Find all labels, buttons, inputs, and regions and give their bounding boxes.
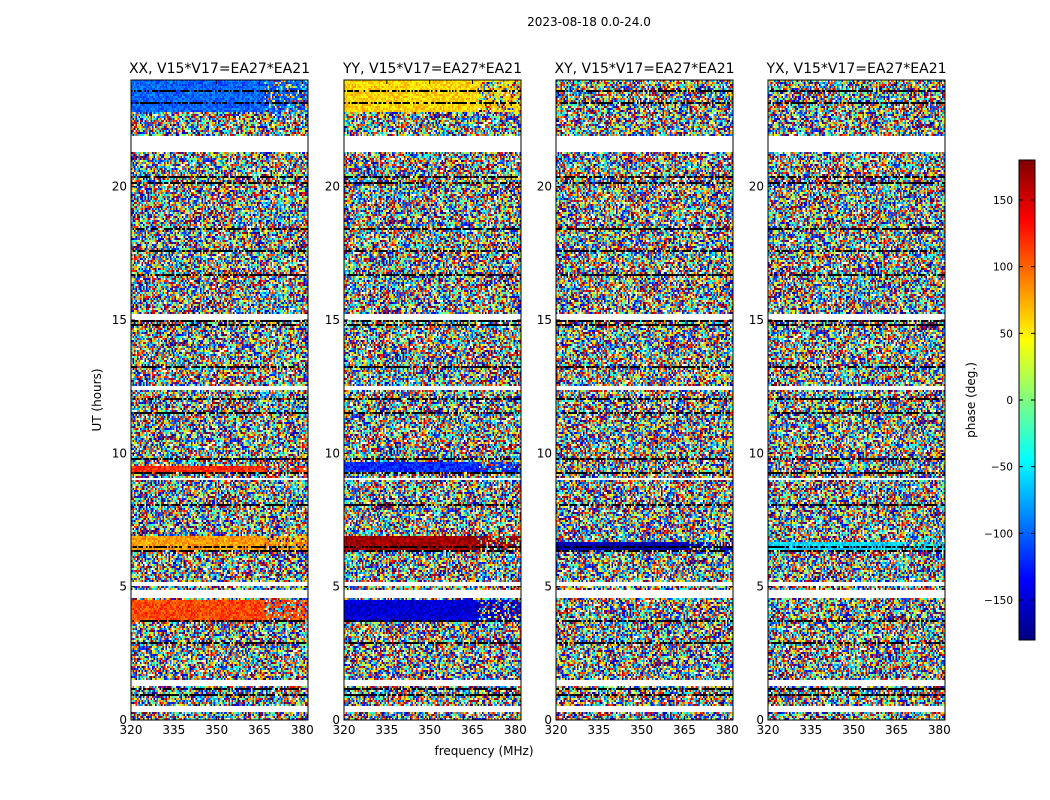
y-tick-label: 5 — [332, 580, 340, 594]
x-tick-label: 320 — [120, 723, 143, 737]
y-tick-label: 0 — [332, 713, 340, 727]
x-tick-label: 320 — [545, 723, 568, 737]
panel-heatmap — [344, 80, 521, 720]
panel-title: YY, V15*V17=EA27*EA21 — [342, 61, 522, 77]
y-tick-label: 20 — [749, 180, 764, 194]
panel-heatmap — [131, 80, 308, 720]
panel-title: XX, V15*V17=EA27*EA21 — [129, 61, 310, 77]
colorbar-tick-label: 0 — [1006, 395, 1013, 407]
panel-heatmap — [556, 80, 733, 720]
y-tick-label: 15 — [749, 313, 764, 327]
figure-title: 2023-08-18 0.0-24.0 — [527, 15, 651, 29]
panel-frame — [343, 79, 522, 721]
x-tick-label: 380 — [291, 723, 314, 737]
panel-0: XX, V15*V17=EA27*EA21 320 335 350 365 380 0 5 10… — [112, 61, 314, 737]
x-tick-label: 365 — [885, 723, 908, 737]
panels-group: XX, V15*V17=EA27*EA21 320 335 350 365 380 0 5 10… — [112, 61, 951, 737]
y-tick-label: 5 — [756, 580, 764, 594]
panel-heatmap — [768, 80, 945, 720]
y-tick-label: 20 — [537, 180, 552, 194]
panel-frame — [130, 79, 309, 721]
y-tick-label: 20 — [325, 180, 340, 194]
colorbar-tick-label: 150 — [993, 195, 1013, 207]
y-tick-label: 10 — [749, 446, 764, 460]
x-tick-label: 335 — [587, 723, 610, 737]
y-tick-label: 5 — [119, 580, 127, 594]
x-tick-label: 365 — [248, 723, 271, 737]
y-tick-label: 10 — [112, 446, 127, 460]
x-tick-label: 335 — [162, 723, 185, 737]
x-tick-label: 335 — [799, 723, 822, 737]
x-tick-label: 365 — [673, 723, 696, 737]
x-tick-label: 320 — [757, 723, 780, 737]
y-tick-label: 15 — [537, 313, 552, 327]
x-tick-label: 335 — [375, 723, 398, 737]
colorbar-tick-label: 100 — [993, 262, 1013, 274]
y-tick-label: 10 — [537, 446, 552, 460]
x-tick-label: 350 — [630, 723, 653, 737]
colorbar-tick-label: −50 — [991, 462, 1013, 474]
x-tick-label: 365 — [461, 723, 484, 737]
x-axis-label: frequency (MHz) — [434, 744, 533, 758]
panel-3: YX, V15*V17=EA27*EA21 320 335 350 365 380 0 5 10… — [749, 61, 951, 737]
y-tick-label: 20 — [112, 180, 127, 194]
panel-2: XY, V15*V17=EA27*EA21 320 335 350 365 380 0 5 10… — [537, 61, 739, 737]
y-tick-label: 0 — [119, 713, 127, 727]
colorbar-tick-label: −150 — [984, 595, 1013, 607]
x-tick-label: 380 — [504, 723, 527, 737]
panel-frame — [555, 79, 734, 721]
panel-title: YX, V15*V17=EA27*EA21 — [765, 61, 946, 77]
panel-1: YY, V15*V17=EA27*EA21 320 335 350 365 380 0 5 10… — [325, 61, 527, 737]
colorbar-label: phase (deg.) — [964, 362, 978, 438]
x-tick-label: 320 — [333, 723, 356, 737]
x-tick-label: 350 — [418, 723, 441, 737]
y-axis-label: UT (hours) — [90, 368, 104, 431]
colorbar-tick-label: −100 — [984, 528, 1013, 540]
y-tick-label: 0 — [756, 713, 764, 727]
panel-frame — [767, 79, 946, 721]
y-tick-label: 15 — [112, 313, 127, 327]
x-tick-label: 350 — [205, 723, 228, 737]
colorbar: 150 100 50 0 −50 −100 −150 — [984, 159, 1036, 641]
colorbar-tick-label: 50 — [1000, 328, 1013, 340]
y-tick-label: 10 — [325, 446, 340, 460]
x-tick-label: 350 — [842, 723, 865, 737]
x-tick-label: 380 — [928, 723, 951, 737]
panel-title: XY, V15*V17=EA27*EA21 — [554, 61, 734, 77]
x-tick-label: 380 — [716, 723, 739, 737]
y-tick-label: 5 — [544, 580, 552, 594]
y-tick-label: 0 — [544, 713, 552, 727]
y-tick-label: 15 — [325, 313, 340, 327]
